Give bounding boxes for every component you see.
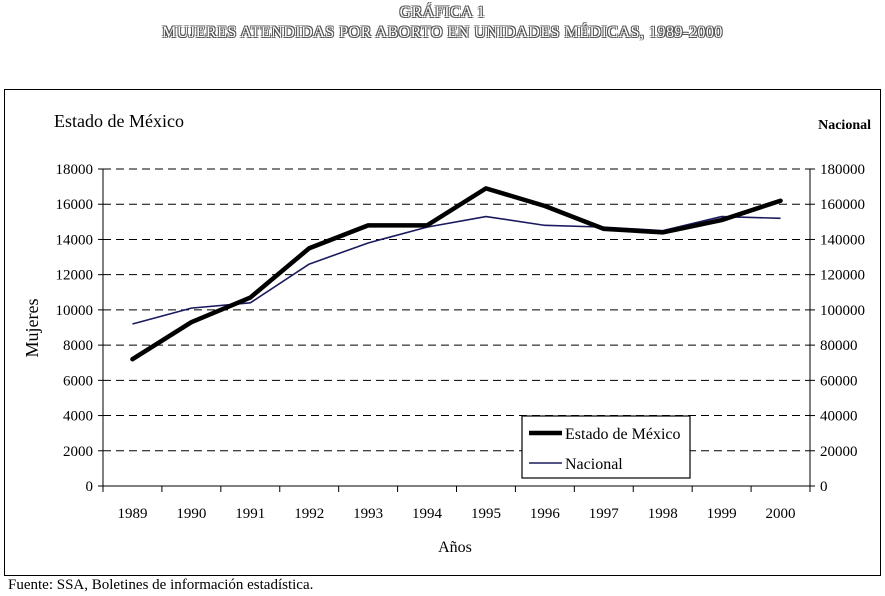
chart-title: GRÁFICA 1 — [399, 4, 486, 21]
x-tick-label: 1991 — [235, 506, 265, 522]
legend: Estado de México Nacional — [521, 415, 691, 479]
y-right-tick-label: 140000 — [820, 232, 865, 248]
x-tick-label: 1993 — [353, 506, 383, 522]
x-tick-label: 2000 — [766, 506, 796, 522]
x-tick-label: 1989 — [117, 506, 147, 522]
line-chart: Estado de México Nacional Mujeres Años 0… — [22, 111, 871, 556]
x-tick-label: 1996 — [530, 506, 561, 522]
x-tick-label: 1998 — [648, 506, 678, 522]
y-right-tick-label: 80000 — [820, 338, 858, 354]
x-tick-label: 1990 — [176, 506, 206, 522]
chart-subtitle: MUJERES ATENDIDAS POR ABORTO EN UNIDADES… — [162, 24, 723, 41]
x-tick-label: 1999 — [707, 506, 737, 522]
x-tick-label: 1997 — [589, 506, 620, 522]
y-right-tick-label: 120000 — [820, 268, 865, 284]
y-left-tick-label: 4000 — [63, 409, 93, 425]
y-right-tick-label: 160000 — [820, 197, 865, 213]
legend-box — [521, 415, 691, 479]
series-line-estado — [130, 186, 783, 362]
y-left-tick-label: 8000 — [63, 338, 93, 354]
y-right-tick-label: 180000 — [820, 162, 865, 178]
x-axis-label: Años — [438, 539, 472, 556]
y-left-tick-label: 6000 — [63, 373, 93, 389]
y-right-tick-label: 20000 — [820, 444, 858, 460]
y-right-tick-label: 0 — [820, 479, 828, 495]
x-tick-label: 1992 — [294, 506, 324, 522]
y-left-tick-label: 2000 — [63, 444, 93, 460]
legend-label-estado: Estado de México — [565, 426, 681, 443]
source-note: Fuente: SSA, Boletines de información es… — [8, 577, 314, 593]
y-left-tick-label: 18000 — [56, 162, 94, 178]
x-tick-label: 1995 — [471, 506, 501, 522]
x-tick-label: 1994 — [412, 506, 443, 522]
y-right-tick-label: 40000 — [820, 409, 858, 425]
y-left-tick-label: 0 — [86, 479, 94, 495]
y-left-tick-label: 10000 — [56, 303, 94, 319]
y-left-tick-label: 16000 — [56, 197, 94, 213]
y-axis-label: Mujeres — [22, 299, 42, 358]
right-axis-title: Nacional — [818, 118, 871, 133]
legend-label-nacional: Nacional — [565, 456, 623, 473]
chart-frame: Estado de México Nacional Mujeres Años 0… — [4, 89, 881, 576]
y-right-tick-label: 60000 — [820, 373, 858, 389]
y-right-tick-label: 100000 — [820, 303, 865, 319]
left-axis-title: Estado de México — [54, 111, 184, 131]
y-left-tick-label: 14000 — [56, 232, 94, 248]
y-left-tick-label: 12000 — [56, 268, 94, 284]
